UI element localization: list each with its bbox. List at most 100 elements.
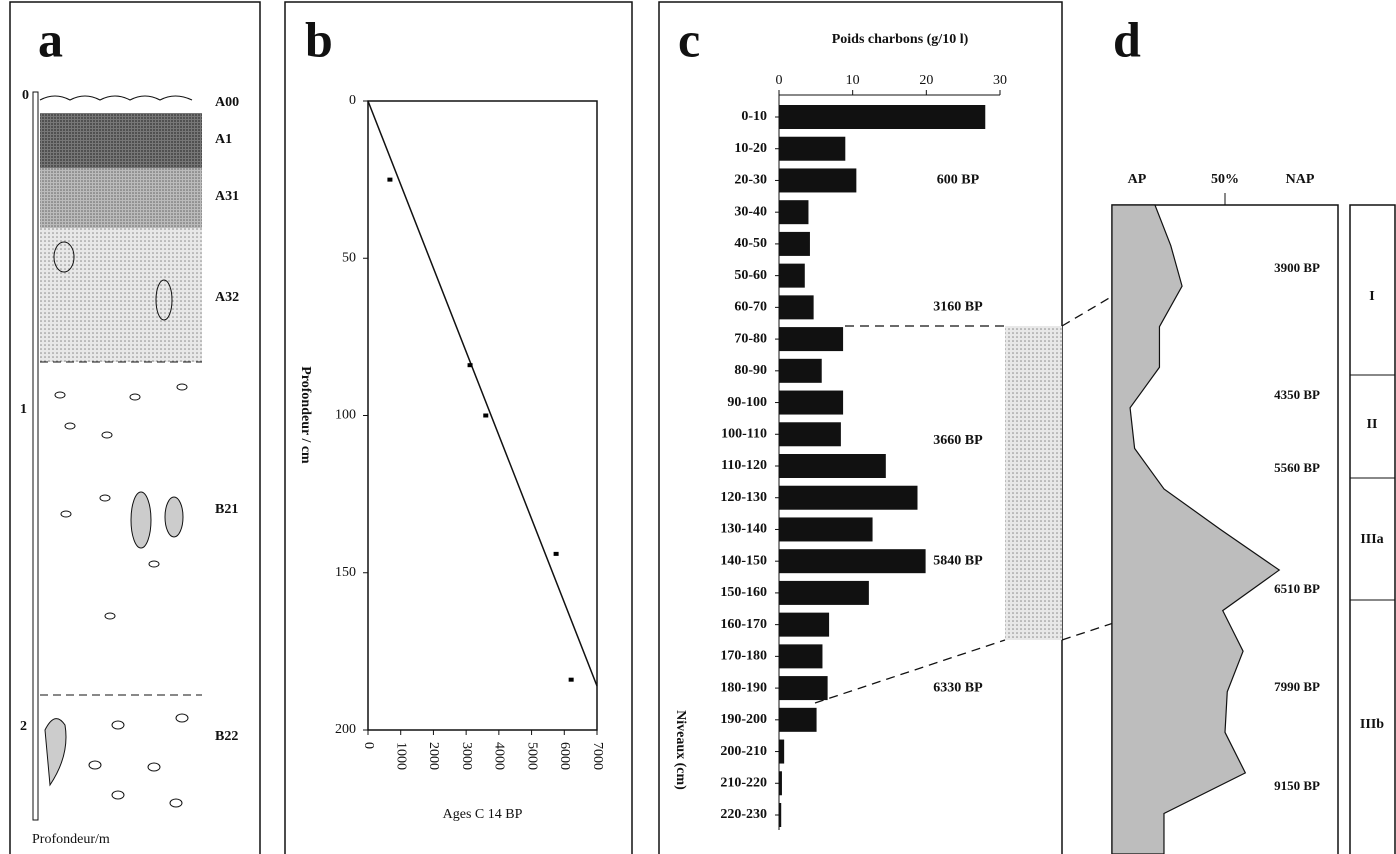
x-tick-label: 50% [1211,172,1239,187]
fit-line [367,100,598,687]
y-tick-label: 70-80 [734,331,767,346]
x-axis-label: Ages C 14 BP [443,807,523,822]
date-label: 4350 BP [1274,387,1320,402]
bar [779,168,857,193]
y-tick-label: 60-70 [734,300,767,315]
horizon-label: B21 [215,502,238,517]
horizon-a32 [40,228,202,362]
y-tick-label: 0 [349,93,356,108]
y-tick-label: 110-120 [721,458,767,473]
y-tick-label: 160-170 [720,617,767,632]
annotation: 600 BP [937,173,980,188]
bar [779,231,810,256]
y-tick-label: 50 [342,250,356,265]
bar [779,454,886,478]
litter [39,95,193,101]
date-label: 7990 BP [1274,679,1320,694]
root-mark [44,718,67,787]
y-tick-label: 100-110 [721,426,767,441]
y-tick-label: 130-140 [720,522,767,537]
panel-b-frame [284,1,633,854]
axis-end-label: NAP [1286,172,1315,187]
y-tick-label: 190-200 [720,712,767,727]
y-tick-label: 150-160 [720,585,767,600]
y-tick-label: 220-230 [720,807,767,822]
bar [779,422,841,447]
x-tick-label: 4000 [492,742,507,770]
x-tick-label: 0 [776,73,783,88]
bar [779,644,823,669]
axis-end-label: AP [1128,172,1147,187]
soil-profile: a A00 A1 A31 A32 B21 B22 0 1 2 Profondeu… [20,11,239,847]
panel-letter: d [1113,11,1141,67]
depth-mark: 1 [20,402,27,417]
link-band [1005,326,1062,640]
root-mark [53,241,75,273]
bar [779,676,828,701]
panel-letter: c [678,11,700,67]
y-tick-label: 150 [335,565,356,580]
zone-label: IIIb [1360,717,1384,732]
area [1111,204,1281,854]
y-tick-label: 30-40 [734,204,767,219]
panel-a-frame [9,1,261,854]
root-mark [164,496,184,538]
bar [779,549,926,574]
plot-frame [367,100,598,731]
x-tick-label: 6000 [557,742,572,770]
y-tick-label: 140-150 [720,553,767,568]
y-axis-label: Niveaux (cm) [673,710,688,790]
annotation: 6330 BP [933,680,983,695]
y-axis-label: Profondeur / cm [298,366,313,464]
horizon-label: B22 [215,729,238,744]
y-tick-label: 200 [335,722,356,737]
y-tick-label: 180-190 [720,680,767,695]
point [387,177,393,182]
bar [779,485,918,510]
point [467,363,473,368]
y-tick-label: 170-180 [720,649,767,664]
y-tick-label: 100 [335,408,356,423]
panel-letter: a [38,11,63,67]
y-tick-label: 90-100 [727,395,767,410]
y-tick-label: 10-20 [734,141,767,156]
x-tick-label: 7000 [590,742,605,770]
y-tick-label: 210-220 [720,775,767,790]
bar [779,580,869,605]
horizon-a1 [40,113,202,168]
x-tick-label: 5000 [524,742,539,770]
date-label: 5560 BP [1274,460,1320,475]
y-tick-label: 80-90 [734,363,767,378]
bar [779,517,873,542]
x-tick-label: 30 [993,73,1007,88]
depth-mark: 0 [22,88,29,103]
annotation: 3660 BP [933,433,983,448]
horizon-label: A32 [215,290,239,305]
point [568,677,574,682]
bar [779,105,986,129]
root-mark [130,491,152,549]
x-tick-label: 10 [846,73,860,88]
zone-column [1349,204,1396,854]
y-tick-label: 50-60 [734,268,767,283]
y-tick-label: 20-30 [734,173,767,188]
x-tick-label: 2000 [426,742,441,770]
depth-mark: 2 [20,719,27,734]
y-tick-label: 0-10 [741,109,767,124]
bar [779,200,809,225]
bar [779,771,782,796]
root-mark [155,279,173,321]
chart-title: Poids charbons (g/10 l) [832,32,969,47]
y-tick-label: 200-210 [720,744,767,759]
x-tick-label: 0 [361,742,376,749]
y-tick-label: 120-130 [720,490,767,505]
x-tick-label: 1000 [393,742,408,770]
bar [779,390,844,415]
point [553,551,559,556]
zone-label: I [1369,289,1374,304]
depth-label: Profondeur/m [32,832,110,847]
bar [779,136,846,161]
date-label: 9150 BP [1274,778,1320,793]
x-tick-label: 20 [919,73,933,88]
